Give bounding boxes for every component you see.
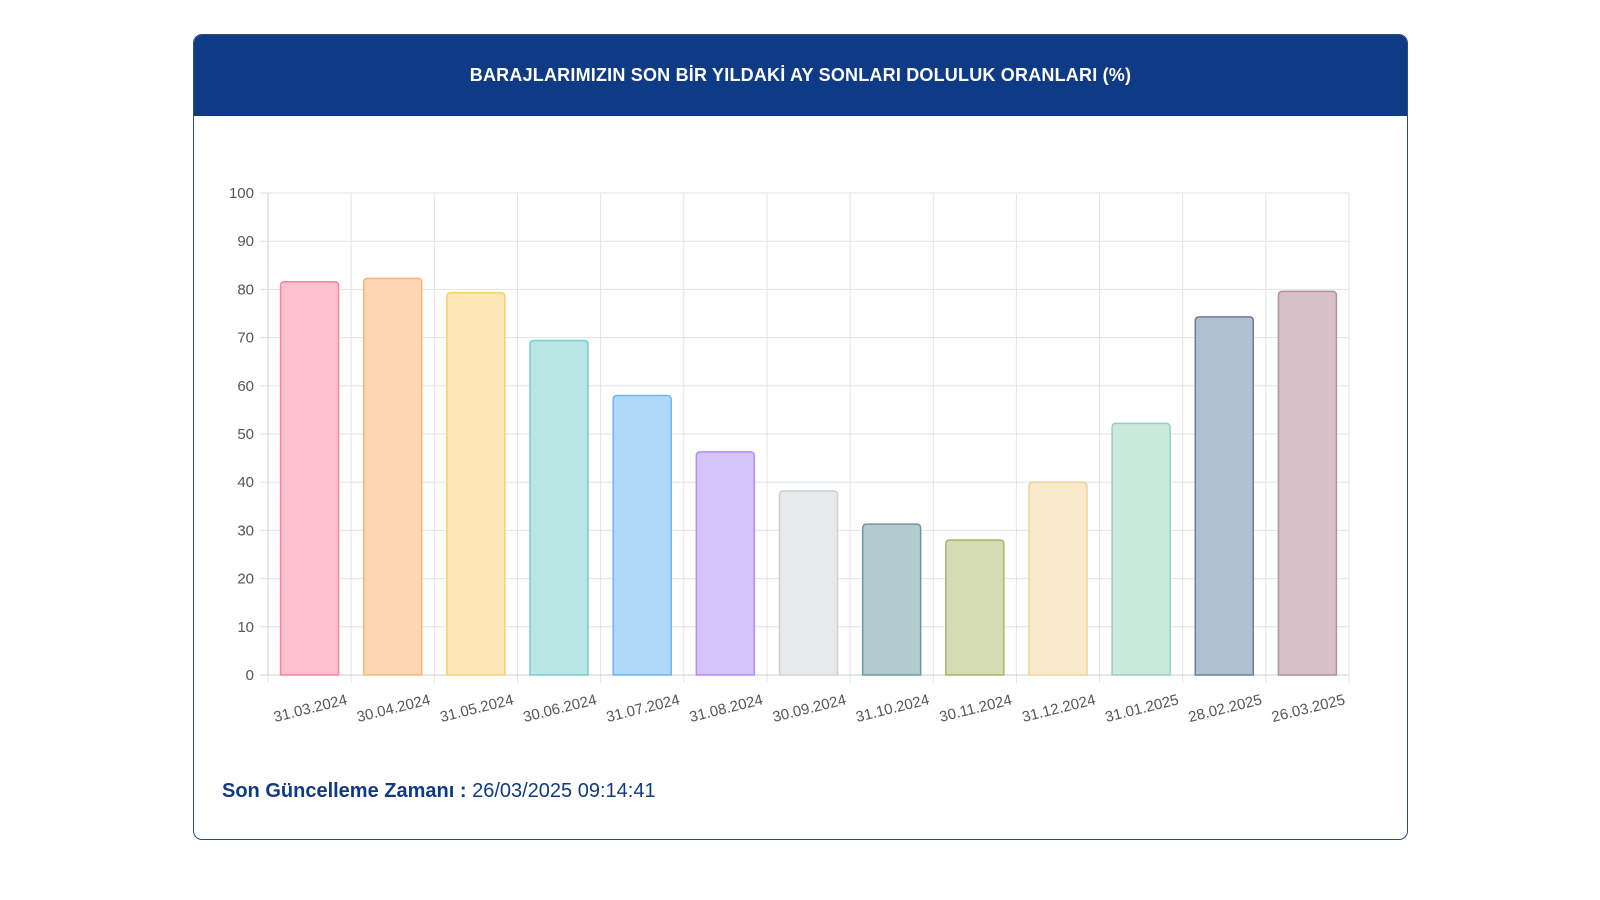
x-tick-label: 28.02.2025 (1187, 691, 1264, 726)
y-tick-label: 50 (237, 426, 254, 443)
x-tick-label: 31.01.2025 (1104, 691, 1181, 726)
y-tick-label: 80 (237, 281, 254, 298)
bar-30.11.2024 (945, 539, 1005, 676)
x-tick-label: 31.03.2024 (272, 691, 349, 726)
last-update-value: 26/03/2025 09:14:41 (472, 780, 656, 802)
bar-31.07.2024 (612, 394, 672, 676)
bar-28.02.2025 (1194, 316, 1255, 676)
x-tick-label: 26.03.2025 (1270, 691, 1347, 726)
bar-chart: 0 10 20 30 40 50 60 70 80 90 100 31.03.2024 30.04.20… (194, 116, 1407, 736)
x-tick-label: 31.05.2024 (438, 691, 515, 726)
y-tick-label: 60 (237, 378, 254, 395)
y-tick-label: 40 (237, 474, 254, 491)
chart-card: BARAJLARIMIZIN SON BİR YILDAKİ AY SONLAR… (193, 34, 1408, 840)
x-tick-label: 30.04.2024 (355, 691, 432, 726)
chart-title: BARAJLARIMIZIN SON BİR YILDAKİ AY SONLAR… (194, 35, 1407, 116)
bar-26.03.2025 (1277, 290, 1338, 676)
y-tick-label: 10 (237, 619, 254, 636)
bar-30.04.2024 (362, 277, 423, 676)
y-tick-label: 100 (229, 185, 254, 202)
x-tick-label: 31.08.2024 (688, 691, 765, 726)
x-tick-label: 31.12.2024 (1020, 691, 1097, 726)
x-tick-label: 31.07.2024 (605, 691, 682, 726)
x-tick-label: 30.11.2024 (938, 691, 1014, 725)
x-tick-label: 31.10.2024 (854, 691, 931, 726)
x-tick-label: 30.09.2024 (771, 691, 848, 726)
bar-31.01.2025 (1111, 422, 1171, 676)
bar-30.06.2024 (529, 339, 589, 676)
y-tick-label: 0 (246, 667, 254, 684)
y-tick-label: 30 (237, 522, 254, 539)
bar-chart-svg: 0 10 20 30 40 50 60 70 80 90 100 31.03.2024 30.04.20… (229, 185, 1350, 726)
bar-30.09.2024 (778, 490, 839, 676)
x-tick-label: 30.06.2024 (521, 691, 598, 726)
bar-31.08.2024 (695, 451, 756, 676)
bar-31.05.2024 (446, 292, 506, 676)
last-update-label: Son Güncelleme Zamanı : (222, 780, 467, 802)
y-tick-label: 20 (237, 571, 254, 588)
bar-31.12.2024 (1028, 481, 1088, 676)
last-update: Son Güncelleme Zamanı : 26/03/2025 09:14… (222, 780, 656, 803)
y-tick-label: 70 (237, 330, 254, 347)
bar-31.10.2024 (861, 523, 922, 676)
bar-31.03.2024 (279, 280, 340, 676)
y-tick-label: 90 (237, 233, 254, 250)
